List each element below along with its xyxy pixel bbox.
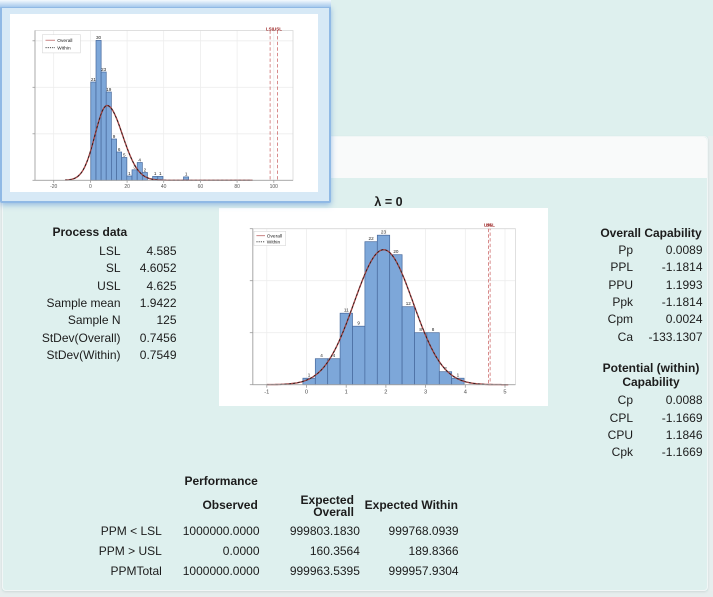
svg-text:40: 40 <box>161 184 167 190</box>
svg-text:0: 0 <box>89 184 92 190</box>
svg-text:11: 11 <box>344 308 349 313</box>
svg-text:8: 8 <box>432 327 435 332</box>
svg-text:3: 3 <box>133 165 136 170</box>
svg-text:3: 3 <box>424 390 427 396</box>
svg-text:5: 5 <box>504 390 507 396</box>
svg-text:21: 21 <box>91 77 97 82</box>
svg-text:30: 30 <box>96 35 102 40</box>
svg-text:1: 1 <box>154 171 157 176</box>
svg-text:8: 8 <box>420 327 423 332</box>
svg-text:4: 4 <box>333 353 336 358</box>
svg-text:Overall: Overall <box>57 38 72 44</box>
svg-text:1: 1 <box>457 373 460 378</box>
svg-text:12: 12 <box>406 301 412 306</box>
svg-text:2: 2 <box>144 167 147 172</box>
svg-text:5: 5 <box>123 152 126 157</box>
svg-text:20: 20 <box>394 249 400 254</box>
svg-text:-20: -20 <box>50 184 57 190</box>
svg-text:100: 100 <box>270 184 279 190</box>
svg-text:2: 2 <box>445 366 448 371</box>
svg-text:Within: Within <box>57 46 71 52</box>
svg-text:4: 4 <box>464 390 467 396</box>
svg-text:1: 1 <box>185 172 188 177</box>
svg-text:4: 4 <box>138 157 141 162</box>
svg-text:-1: -1 <box>265 390 270 396</box>
svg-text:1: 1 <box>345 390 348 396</box>
svg-text:23: 23 <box>381 230 387 235</box>
svg-text:60: 60 <box>198 184 204 190</box>
svg-text:9: 9 <box>113 134 116 139</box>
svg-text:23: 23 <box>101 67 107 72</box>
svg-text:USL: USL <box>273 26 282 31</box>
svg-text:0: 0 <box>305 390 308 396</box>
svg-text:2: 2 <box>385 390 388 396</box>
svg-text:1: 1 <box>308 373 311 378</box>
svg-text:1: 1 <box>159 171 162 176</box>
svg-text:LSL: LSL <box>266 26 275 31</box>
svg-text:Within: Within <box>267 240 281 246</box>
svg-text:22: 22 <box>369 236 375 241</box>
svg-text:USL: USL <box>486 222 495 227</box>
svg-text:80: 80 <box>234 184 240 190</box>
svg-text:1: 1 <box>128 171 131 176</box>
svg-text:9: 9 <box>358 321 361 326</box>
svg-text:LSL: LSL <box>484 222 493 227</box>
svg-text:6: 6 <box>118 147 121 152</box>
svg-text:20: 20 <box>124 184 130 190</box>
svg-text:4: 4 <box>321 353 324 358</box>
svg-text:19: 19 <box>106 87 112 92</box>
svg-text:Overall: Overall <box>267 234 282 240</box>
